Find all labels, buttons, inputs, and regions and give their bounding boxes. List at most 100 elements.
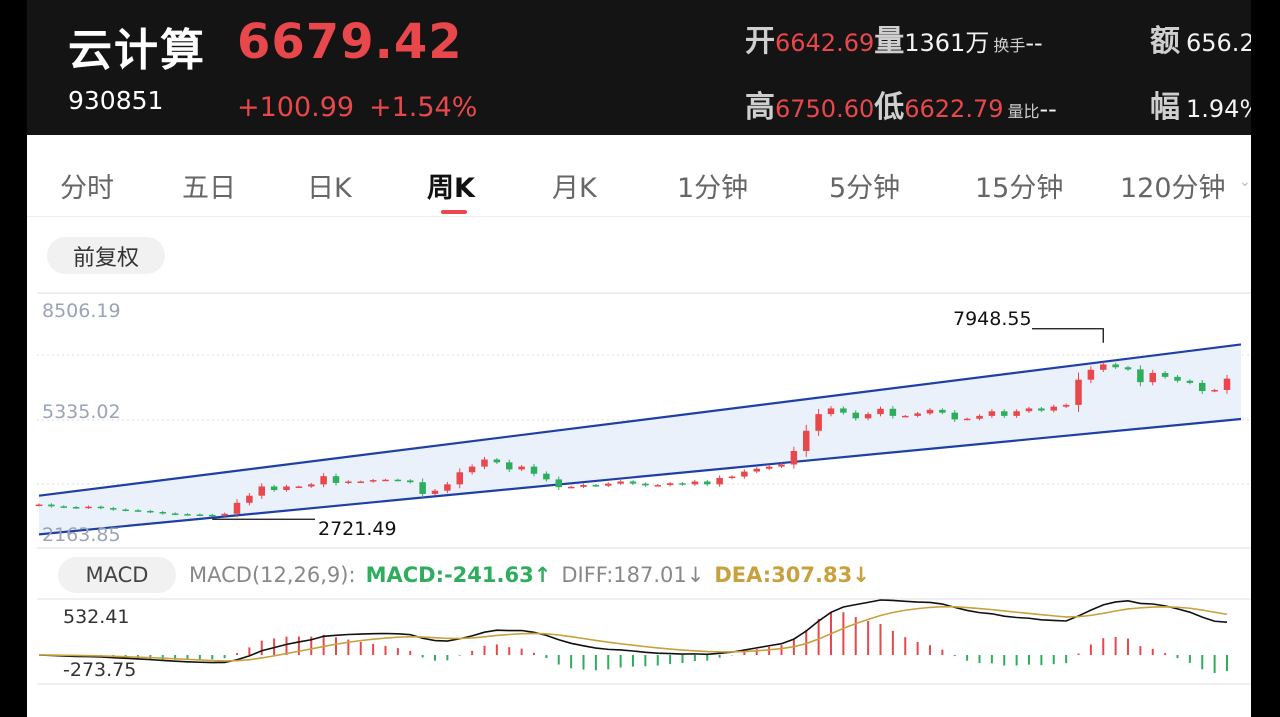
max-marker-line: [1032, 328, 1104, 343]
tab-5-minute[interactable]: 5分钟: [829, 173, 901, 204]
candle-body: [778, 464, 785, 467]
candle-body: [716, 477, 723, 485]
candle-body: [1211, 389, 1218, 392]
quote-header: 云计算 6679.42 930851 +100.99 +1.54% 开 6642…: [27, 0, 1251, 135]
candle-body: [592, 485, 600, 487]
candle-body: [518, 466, 525, 470]
macd-params: MACD(12,26,9):: [189, 563, 356, 587]
candle-body: [1161, 372, 1169, 377]
dea-line: [38, 605, 1228, 662]
candle-body: [419, 482, 426, 494]
tab-daily-k[interactable]: 日K: [307, 173, 352, 204]
volratio-value: --: [1039, 95, 1057, 123]
candle-body: [605, 483, 612, 486]
candle-body: [889, 408, 897, 416]
candle-body: [951, 412, 958, 420]
candle-body: [332, 476, 340, 483]
candle-body: [741, 471, 748, 477]
candle-body: [382, 479, 389, 482]
chevron-down-icon[interactable]: ⌄: [1239, 174, 1251, 190]
stat-open-volume: 开 6642.69 量 1361万 换手 --: [745, 16, 1043, 60]
candle-body: [60, 506, 67, 508]
candle-body: [407, 480, 414, 483]
candle-body: [171, 513, 179, 515]
kline-axis-top: 8506.19: [42, 300, 121, 322]
candle-body: [1186, 380, 1194, 383]
candle-body: [468, 466, 476, 473]
candle-body: [481, 459, 488, 467]
candle-body: [765, 466, 773, 469]
candle-body: [902, 415, 909, 418]
candle-body: [258, 486, 265, 496]
macd-value: MACD:-241.63↑: [365, 563, 552, 587]
channel-fill: [39, 344, 1241, 535]
candle-body: [456, 472, 463, 485]
candle-body: [184, 514, 191, 516]
amount-value: 656.2: [1186, 29, 1251, 57]
candle-body: [963, 418, 971, 421]
candle-body: [122, 509, 129, 512]
candle-body: [976, 415, 983, 419]
candle-body: [72, 507, 80, 509]
candle-body: [666, 483, 674, 486]
volume-value: 1361万: [904, 29, 990, 57]
open-label: 开: [745, 24, 775, 59]
price-change-percent: +1.54%: [369, 92, 478, 123]
candle-body: [369, 480, 377, 482]
candle-body: [629, 481, 637, 484]
candle-body: [1062, 404, 1070, 407]
candle-body: [1137, 369, 1144, 383]
amount-label: 额: [1150, 24, 1180, 59]
candle-body: [1149, 372, 1156, 383]
tab-intraday[interactable]: 分时: [60, 173, 114, 204]
turnover-value: --: [1025, 29, 1043, 57]
high-value: 6750.60: [775, 95, 875, 123]
candle-body: [134, 510, 142, 512]
active-tab-indicator: [441, 210, 467, 214]
candle-body: [939, 409, 946, 413]
kline-axis-mid: 5335.02: [42, 401, 121, 423]
stat-amplitude: 幅 1.94%: [1150, 82, 1251, 126]
candle-body: [691, 481, 699, 485]
trend-channel: [38, 343, 1242, 536]
candle-body: [85, 506, 92, 509]
candle-body: [1075, 379, 1082, 405]
macd-axis-top: 532.41: [63, 606, 130, 628]
candle-body: [580, 485, 587, 487]
candle-body: [530, 466, 538, 474]
tab-1-minute[interactable]: 1分钟: [677, 173, 749, 204]
candle-body: [345, 481, 352, 484]
diff-value: DIFF:187.01↓: [561, 563, 705, 587]
candle-body: [159, 512, 166, 514]
candle-body: [1223, 378, 1231, 390]
tab-weekly-k[interactable]: 周K: [427, 173, 475, 204]
candle-body: [444, 484, 451, 491]
amplitude-value: 1.94%: [1186, 95, 1251, 123]
candle-body: [840, 408, 847, 413]
kline-axis-bottom: 2163.85: [42, 524, 121, 546]
candle-body: [1001, 411, 1008, 416]
candle-body: [110, 508, 117, 510]
candle-body: [555, 479, 562, 488]
candle-body: [295, 486, 303, 488]
candle-body: [852, 412, 859, 419]
candle-body: [803, 430, 810, 451]
price-adjust-button[interactable]: 前复权: [47, 237, 165, 274]
channel-upper-line: [38, 343, 1242, 497]
stat-high-low: 高 6750.60 低 6622.79 量比 --: [745, 82, 1057, 126]
candle-body: [35, 504, 43, 507]
tab-15-minute[interactable]: 15分钟: [975, 173, 1064, 204]
candle-body: [815, 414, 822, 431]
candle-body: [431, 490, 439, 494]
tab-120-minute[interactable]: 120分钟: [1120, 173, 1226, 204]
diff-line: [38, 599, 1228, 664]
volume-label: 量: [874, 24, 905, 59]
candle-body: [1050, 406, 1057, 411]
candlesticks: [35, 362, 1231, 518]
kline-chart: [35, 292, 1251, 685]
app-window: 云计算 6679.42 930851 +100.99 +1.54% 开 6642…: [27, 0, 1251, 717]
volratio-label: 量比: [1007, 102, 1040, 121]
tab-five-day[interactable]: 五日: [182, 173, 236, 204]
macd-indicator-button[interactable]: MACD: [58, 557, 176, 593]
tab-monthly-k[interactable]: 月K: [552, 173, 597, 204]
